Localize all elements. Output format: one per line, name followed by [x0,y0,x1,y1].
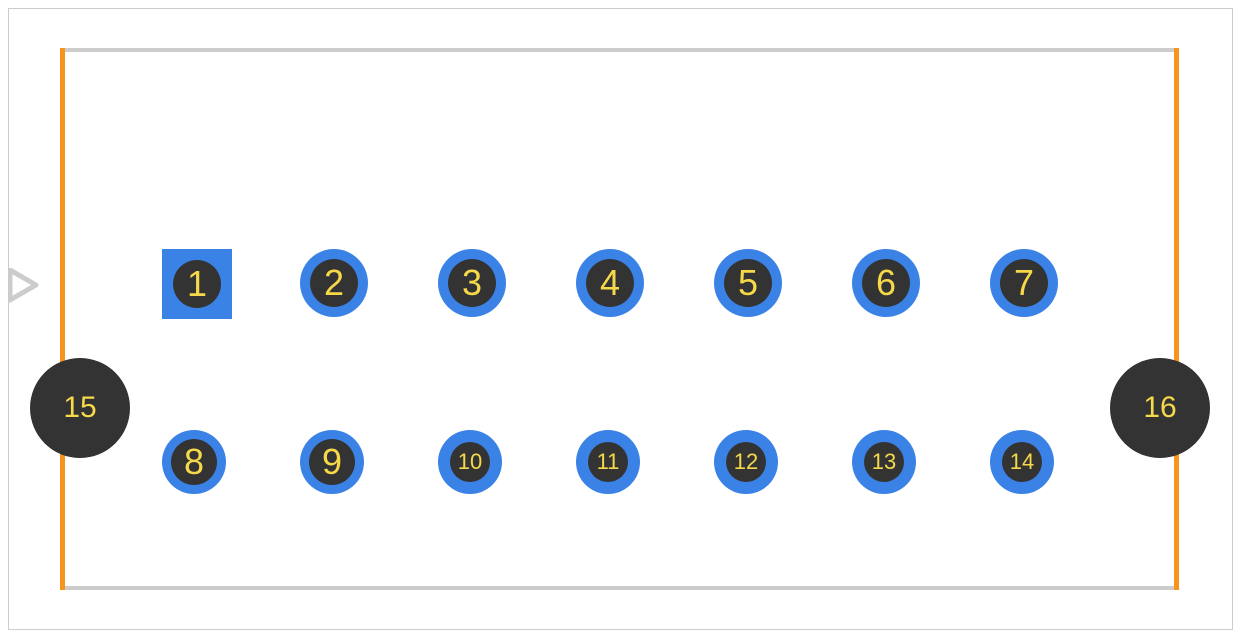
pin-3-pad: 3 [438,249,506,317]
pin-11-pad: 11 [576,430,640,494]
pin-12-pad: 12 [714,430,778,494]
pin-2-label: 2 [324,262,344,304]
pin-1-hole: 1 [173,260,221,308]
pin-5-hole: 5 [724,259,772,307]
pin-11-hole: 11 [588,442,628,482]
pin-14-label: 14 [1010,449,1034,475]
pin-10-hole: 10 [450,442,490,482]
pin-2-pad: 2 [300,249,368,317]
pin1-arrow-icon [8,268,42,306]
pin-9-label: 9 [322,441,342,483]
silkscreen-top-line [60,48,1179,52]
pin-11-label: 11 [597,449,620,475]
pin-13-hole: 13 [864,442,904,482]
mount-15: 15 [30,358,130,458]
pin-9-pad: 9 [300,430,364,494]
pin-4-hole: 4 [586,259,634,307]
pin-12-label: 12 [734,449,758,475]
courtyard-left-line [60,48,65,590]
pin-14-pad: 14 [990,430,1054,494]
pin-12-hole: 12 [726,442,766,482]
pin-8-hole: 8 [171,439,217,485]
pin-7-pad: 7 [990,249,1058,317]
pin-6-hole: 6 [862,259,910,307]
pin-2-hole: 2 [310,259,358,307]
pin-3-hole: 3 [448,259,496,307]
pin-5-pad: 5 [714,249,782,317]
pin-4-pad: 4 [576,249,644,317]
silkscreen-bottom-line [60,586,1179,590]
pin-7-label: 7 [1014,262,1034,304]
pin-4-label: 4 [600,262,620,304]
pin-7-hole: 7 [1000,259,1048,307]
pin-3-label: 3 [462,262,482,304]
pin-13-label: 13 [872,449,896,475]
pin-8-pad: 8 [162,430,226,494]
pin-1-pad: 1 [162,249,232,319]
pin-1-label: 1 [187,263,207,305]
pin-6-label: 6 [876,262,896,304]
pin-10-label: 10 [458,449,482,475]
courtyard-right-line [1174,48,1179,590]
mount-15-label: 15 [63,391,96,425]
mount-16: 16 [1110,358,1210,458]
pin-5-label: 5 [738,262,758,304]
pin-8-label: 8 [184,441,204,483]
mount-16-label: 16 [1143,391,1176,425]
pin-10-pad: 10 [438,430,502,494]
pin-9-hole: 9 [309,439,355,485]
pin-14-hole: 14 [1002,442,1042,482]
pin-13-pad: 13 [852,430,916,494]
pin-6-pad: 6 [852,249,920,317]
outer-border [8,8,1233,630]
